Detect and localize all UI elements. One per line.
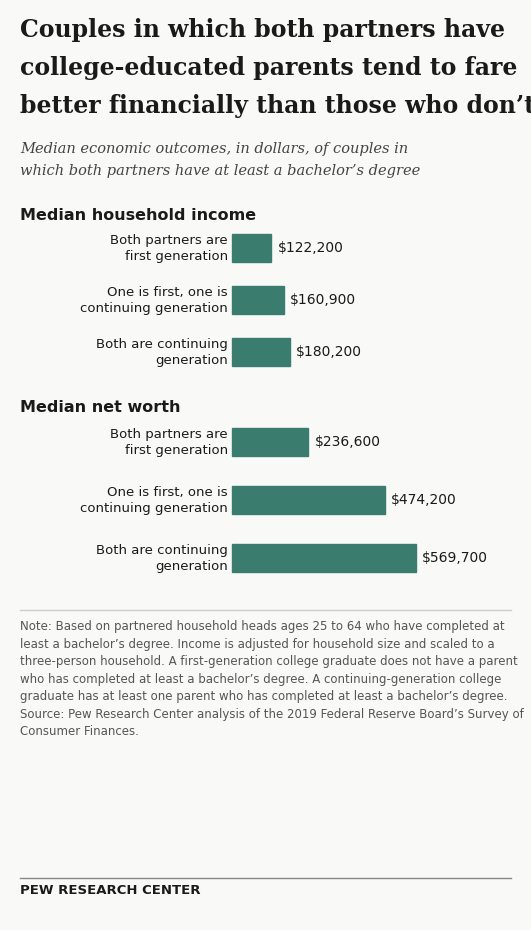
Text: college-educated parents tend to fare: college-educated parents tend to fare <box>20 56 517 80</box>
Text: One is first, one is
continuing generation: One is first, one is continuing generati… <box>80 485 228 514</box>
Text: $160,900: $160,900 <box>290 293 356 307</box>
Text: Both are continuing
generation: Both are continuing generation <box>96 338 228 366</box>
Text: $569,700: $569,700 <box>422 551 488 565</box>
Text: PEW RESEARCH CENTER: PEW RESEARCH CENTER <box>20 884 201 897</box>
Text: Both partners are
first generation: Both partners are first generation <box>110 428 228 457</box>
Text: Median household income: Median household income <box>20 208 256 223</box>
Bar <box>232 544 416 572</box>
Bar <box>232 428 309 456</box>
Text: Both are continuing
generation: Both are continuing generation <box>96 543 228 573</box>
Text: $236,600: $236,600 <box>314 435 380 449</box>
Text: better financially than those who don’t: better financially than those who don’t <box>20 94 531 118</box>
Text: Both partners are
first generation: Both partners are first generation <box>110 233 228 262</box>
Text: One is first, one is
continuing generation: One is first, one is continuing generati… <box>80 286 228 314</box>
Text: which both partners have at least a bachelor’s degree: which both partners have at least a bach… <box>20 164 420 178</box>
Text: $474,200: $474,200 <box>391 493 457 507</box>
Text: Note: Based on partnered household heads ages 25 to 64 who have completed at lea: Note: Based on partnered household heads… <box>20 620 524 738</box>
Bar <box>232 486 385 514</box>
Text: $122,200: $122,200 <box>278 241 344 255</box>
Text: $180,200: $180,200 <box>296 345 362 359</box>
Text: Median net worth: Median net worth <box>20 400 181 415</box>
Bar <box>232 286 284 314</box>
Bar <box>232 234 271 262</box>
Text: Median economic outcomes, in dollars, of couples in: Median economic outcomes, in dollars, of… <box>20 142 408 156</box>
Bar <box>232 338 290 366</box>
Text: Couples in which both partners have: Couples in which both partners have <box>20 18 505 42</box>
